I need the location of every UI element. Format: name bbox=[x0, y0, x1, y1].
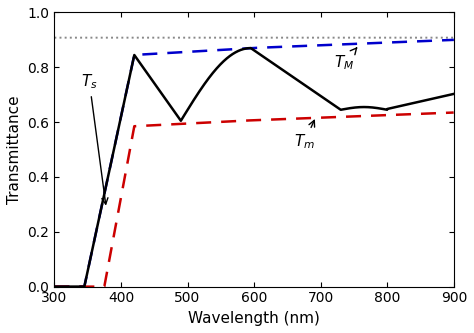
Text: $T_m$: $T_m$ bbox=[294, 120, 315, 152]
Text: $T_M$: $T_M$ bbox=[334, 48, 356, 72]
X-axis label: Wavelength (nm): Wavelength (nm) bbox=[188, 311, 320, 326]
Text: $T_s$: $T_s$ bbox=[81, 73, 108, 204]
Y-axis label: Transmittance: Transmittance bbox=[7, 95, 22, 204]
